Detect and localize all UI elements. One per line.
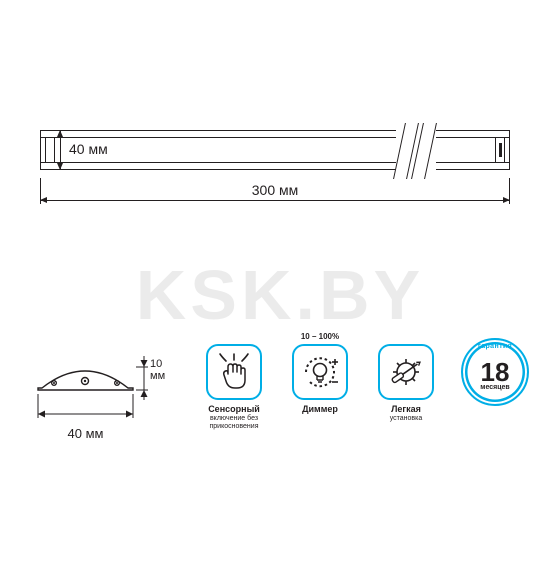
badge-subtitle: включение без прикосновения <box>196 415 272 431</box>
warranty-arc-label: гарантия <box>463 343 527 350</box>
badge-subtitle: установка <box>390 415 423 423</box>
badge-icon-box: 10 – 100% <box>292 344 348 400</box>
end-view: 40 мм 10 мм <box>28 360 178 445</box>
dimension-height-40mm: 40 мм <box>55 130 115 170</box>
bar-end-cap-right <box>495 137 505 163</box>
dimension-label: 40 мм <box>38 426 133 441</box>
hand-sensor-icon <box>214 352 254 392</box>
badge-sensor: Сенсорный включение без прикосновения <box>196 344 272 431</box>
diagram-canvas: KSK.BY 40 мм 300 мм <box>0 0 560 580</box>
warranty-unit: месяцев <box>480 384 509 391</box>
warranty-number: 18 <box>481 360 510 384</box>
dimmer-icon <box>300 352 340 392</box>
feature-badges-row: Сенсорный включение без прикосновения 10… <box>196 344 536 431</box>
badge-title: Легкая <box>391 404 421 415</box>
dimension-label: 10 мм <box>150 358 165 382</box>
bar-end-cap-left <box>45 137 55 163</box>
badge-title: Диммер <box>302 404 338 415</box>
dimension-label: 300 мм <box>40 182 510 198</box>
badge-icon-box <box>206 344 262 400</box>
badge-top-label: 10 – 100% <box>294 332 346 341</box>
badge-warranty: гарантия 18 месяцев <box>454 338 536 431</box>
dimension-width-300mm: 300 мм <box>40 178 510 218</box>
badge-install: Легкая установка <box>368 344 444 431</box>
watermark-text: KSK.BY <box>0 255 560 335</box>
easy-install-icon <box>384 350 428 394</box>
badge-title: Сенсорный <box>208 404 260 415</box>
warranty-seal: гарантия 18 месяцев <box>461 338 529 406</box>
badge-dimmer: 10 – 100% Диммер <box>282 344 358 431</box>
dimension-label: 40 мм <box>69 141 108 157</box>
badge-icon-box <box>378 344 434 400</box>
